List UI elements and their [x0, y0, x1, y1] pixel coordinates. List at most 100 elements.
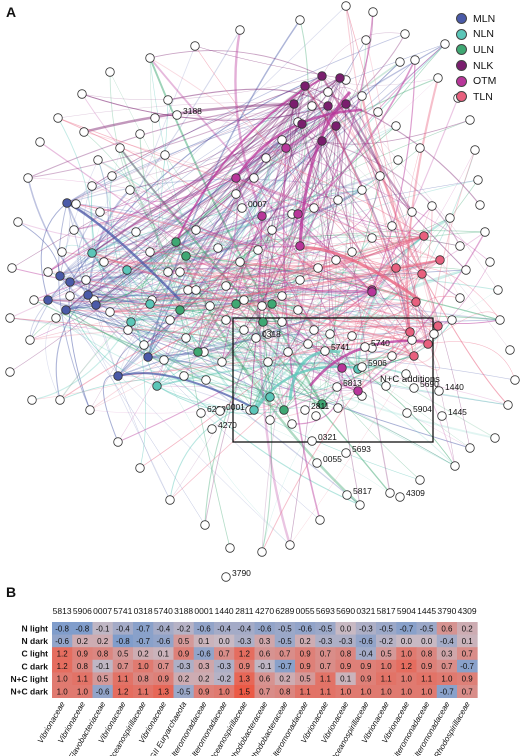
network-node	[29, 295, 39, 305]
heatmap-cell	[335, 622, 357, 635]
heatmap-cell	[92, 659, 114, 673]
network-edge	[66, 43, 446, 204]
heatmap-cell	[436, 634, 458, 648]
network-node-nln	[145, 299, 155, 309]
heatmap-cell	[52, 634, 73, 648]
network-node	[415, 475, 425, 485]
network-edge	[109, 71, 285, 411]
network-node-nlk	[341, 99, 351, 109]
node-label: 4270	[218, 420, 237, 430]
network-node	[385, 488, 395, 498]
heatmap-cell-value: 0.1	[462, 637, 474, 646]
network-node-otm	[293, 209, 303, 219]
network-edge	[261, 77, 439, 217]
heatmap-cell-value: 0.8	[340, 650, 352, 659]
heatmap-cell-value: 0.9	[158, 675, 170, 684]
network-edge	[321, 75, 439, 86]
network-node-uln	[231, 299, 241, 309]
network-node	[475, 200, 485, 210]
network-edge	[365, 39, 411, 333]
heatmap-cell	[52, 672, 73, 686]
network-edge	[281, 273, 423, 323]
heatmap-cell-value: 1.0	[57, 687, 69, 696]
network-node	[93, 155, 103, 165]
network-edge	[253, 268, 467, 411]
network-node	[105, 307, 115, 317]
network-edge	[253, 235, 425, 411]
network-edge	[66, 103, 295, 204]
network-edge	[249, 125, 337, 411]
network-edge	[283, 75, 323, 411]
network-edge	[175, 241, 415, 357]
node-label: 0007	[248, 199, 267, 209]
network-edge	[154, 103, 347, 119]
network-node	[257, 301, 267, 311]
network-edge	[126, 269, 291, 546]
network-edge	[421, 295, 461, 345]
heatmap-cell-value: -0.6	[359, 637, 373, 646]
network-node-nln	[126, 317, 136, 327]
node-label: 0001	[226, 402, 245, 412]
network-node-tln	[411, 297, 421, 307]
heatmap-cell	[335, 659, 357, 673]
heatmap: 5813 5906 0007 5741 0318 5740 3188 0001 1440 2811…	[10, 606, 478, 756]
network-edge	[83, 102, 295, 134]
network-edge	[139, 267, 397, 469]
heatmap-cell-value: -0.8	[116, 637, 130, 646]
network-edge	[239, 259, 417, 303]
network-edge	[321, 75, 499, 291]
network-edge	[89, 85, 306, 411]
network-node	[105, 67, 115, 77]
heatmap-cell	[193, 672, 215, 686]
heatmap-cell-value: 0.8	[77, 662, 89, 671]
network-node	[179, 371, 189, 381]
heatmap-cell-value: 0.7	[279, 650, 291, 659]
network-edge	[271, 303, 471, 449]
network-edge	[149, 303, 496, 439]
network-edge	[89, 390, 359, 414]
network-edge	[360, 95, 423, 275]
network-edge	[185, 255, 501, 321]
network-node-tln	[423, 339, 433, 349]
heatmap-cell-value: 1.5	[239, 687, 251, 696]
network-node	[235, 25, 245, 35]
heatmap-cell-value: 0.7	[320, 662, 332, 671]
network-node	[303, 339, 313, 349]
heatmap-cell-value: 0.2	[462, 624, 474, 633]
heatmap-cell	[416, 647, 438, 661]
network-node	[55, 395, 65, 405]
network-node-tln	[435, 255, 445, 265]
network-edge	[271, 229, 423, 276]
network-edge	[371, 289, 501, 324]
heatmap-cell	[396, 647, 417, 661]
n-c-additions-box	[232, 317, 434, 443]
network-edge	[195, 85, 306, 231]
network-node	[307, 101, 317, 111]
network-edge	[117, 289, 373, 443]
heatmap-column-label: 5690	[336, 606, 355, 616]
network-edge	[87, 215, 263, 296]
network-edge	[117, 319, 453, 377]
network-node	[125, 185, 135, 195]
node-label: 5740	[371, 338, 390, 348]
network-edge	[55, 317, 271, 398]
heatmap-cell-value: 1.0	[381, 662, 393, 671]
network-node	[277, 317, 287, 327]
network-node	[309, 203, 319, 213]
legend-swatch	[456, 28, 467, 40]
network-edge	[102, 375, 119, 443]
heatmap-column-label: 5906	[73, 606, 92, 616]
network-edge	[235, 177, 269, 335]
network-edge	[253, 409, 421, 481]
network-edge	[91, 105, 329, 254]
heatmap-cell	[254, 672, 276, 686]
network-edge	[135, 231, 199, 353]
network-edge	[59, 121, 299, 277]
network-edge	[185, 234, 461, 257]
heatmap-cell	[376, 634, 397, 648]
network-node	[447, 315, 457, 325]
legend-swatch	[456, 13, 467, 25]
network-edge	[271, 229, 397, 269]
network-edge	[204, 125, 337, 526]
network-edge	[57, 117, 415, 357]
